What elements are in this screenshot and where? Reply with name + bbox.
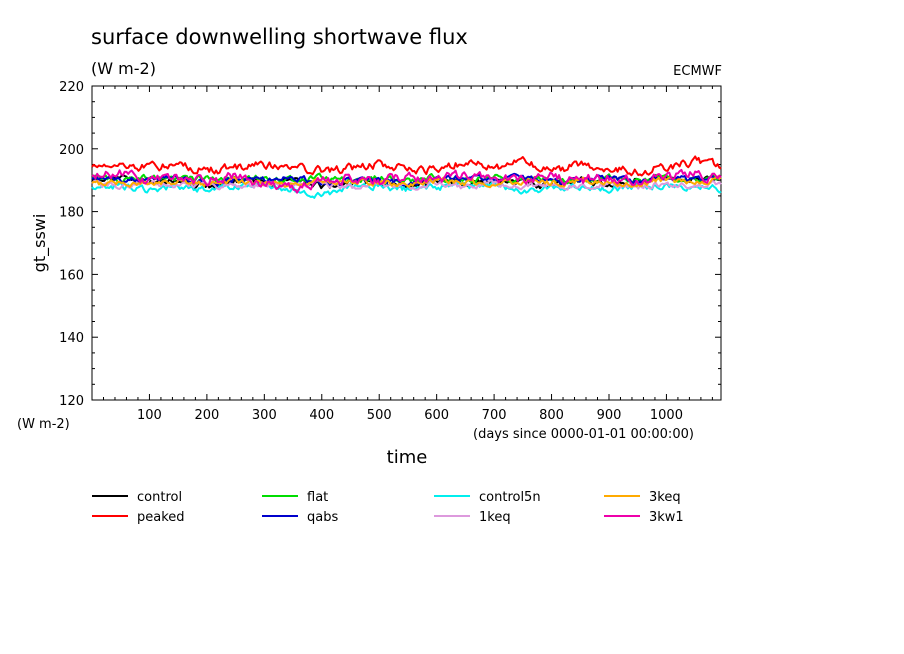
- x-units-label: (days since 0000-01-01 00:00:00): [473, 427, 694, 442]
- legend-label-qabs: qabs: [307, 510, 338, 525]
- x-axis-title: time: [387, 447, 428, 468]
- y-tick-label: 220: [59, 80, 84, 95]
- x-tick-label: 300: [252, 408, 277, 423]
- series-line-peaked: [91, 155, 722, 177]
- y-tick-label: 120: [59, 394, 84, 409]
- legend-label-flat: flat: [307, 490, 328, 505]
- x-tick-label: 700: [482, 408, 507, 423]
- series-line-control5n: [91, 180, 722, 199]
- source-label: ECMWF: [673, 64, 722, 79]
- legend-label-3kw1: 3kw1: [649, 510, 684, 525]
- x-tick-label: 1000: [650, 408, 683, 423]
- x-tick-label: 500: [367, 408, 392, 423]
- y-tick-label: 200: [59, 143, 84, 158]
- y-tick-label: 180: [59, 206, 84, 221]
- x-tick-label: 400: [309, 408, 334, 423]
- legend-label-1keq: 1keq: [479, 510, 511, 525]
- x-tick-label: 600: [424, 408, 449, 423]
- chart-subtitle: (W m-2): [91, 59, 156, 78]
- y-tick-label: 160: [59, 268, 84, 283]
- axis-ticks: [92, 85, 721, 401]
- x-tick-label: 100: [137, 408, 162, 423]
- x-tick-label: 900: [597, 408, 622, 423]
- series-lines: [91, 155, 722, 199]
- plot-frame: [91, 85, 722, 401]
- y-tick-label: 140: [59, 331, 84, 346]
- legend-label-peaked: peaked: [137, 510, 185, 525]
- chart-title: surface downwelling shortwave flux: [91, 25, 468, 49]
- y-axis-title: gt_sswi: [30, 214, 50, 273]
- x-tick-labels: 100 200 300 400 500 600 700 800 900 1000: [137, 408, 683, 423]
- x-tick-label: 200: [194, 408, 219, 423]
- series-line-3kw1: [91, 168, 722, 194]
- y-units-label: (W m-2): [17, 417, 70, 432]
- legend: control peaked flat qabs control5n 1keq 3keq 3k…: [92, 490, 684, 525]
- legend-label-3keq: 3keq: [649, 490, 681, 505]
- x-tick-label: 800: [539, 408, 564, 423]
- y-tick-labels: 120 140 160 180 200 220: [59, 80, 84, 409]
- legend-label-control: control: [137, 490, 182, 505]
- legend-label-control5n: control5n: [479, 490, 541, 505]
- series-line-3keq: [91, 175, 722, 189]
